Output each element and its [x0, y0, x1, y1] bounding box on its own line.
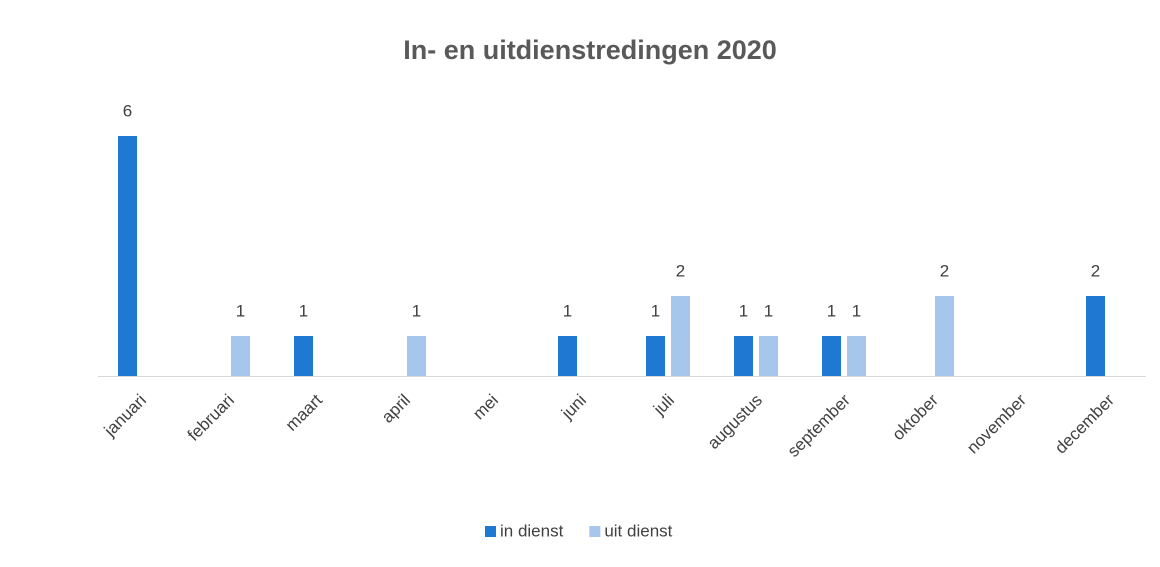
x-tick-label: februari	[184, 391, 238, 445]
x-tick-label: juli	[649, 391, 678, 420]
data-label: 1	[563, 301, 572, 320]
chart-title: In- en uitdienstredingen 2020	[403, 35, 777, 65]
x-tick-label: november	[963, 390, 1030, 457]
bar	[671, 296, 690, 376]
data-label: 2	[676, 261, 685, 280]
data-label: 2	[1091, 261, 1100, 280]
bar	[558, 336, 577, 376]
x-tick-label: juni	[557, 391, 590, 424]
bar	[646, 336, 665, 376]
legend-swatch	[485, 526, 496, 537]
bar	[759, 336, 778, 376]
bar	[734, 336, 753, 376]
bar	[847, 336, 866, 376]
bar	[1086, 296, 1105, 376]
bar	[935, 296, 954, 376]
data-label: 1	[299, 301, 308, 320]
data-label: 1	[651, 301, 660, 320]
bar	[822, 336, 841, 376]
x-tick-label: december	[1051, 390, 1118, 457]
data-label: 1	[412, 301, 421, 320]
data-label: 2	[940, 261, 949, 280]
x-tick-label: augustus	[704, 391, 766, 453]
x-tick-label: april	[378, 391, 414, 427]
x-tick-label: mei	[469, 391, 502, 424]
bar	[407, 336, 426, 376]
bar	[294, 336, 313, 376]
data-label: 1	[739, 301, 748, 320]
x-tick-label: oktober	[888, 390, 942, 444]
legend-swatch	[589, 526, 601, 537]
legend-label: in dienst	[500, 521, 564, 540]
data-label: 1	[236, 301, 245, 320]
x-tick-label: september	[784, 390, 854, 460]
bar	[231, 336, 250, 376]
bar	[118, 136, 137, 376]
data-label: 1	[764, 301, 773, 320]
legend-label: uit dienst	[604, 521, 672, 540]
data-label: 6	[123, 101, 132, 120]
x-tick-label: januari	[100, 391, 150, 441]
data-label: 1	[827, 301, 836, 320]
x-tick-label: maart	[282, 390, 326, 434]
data-label: 1	[852, 301, 861, 320]
